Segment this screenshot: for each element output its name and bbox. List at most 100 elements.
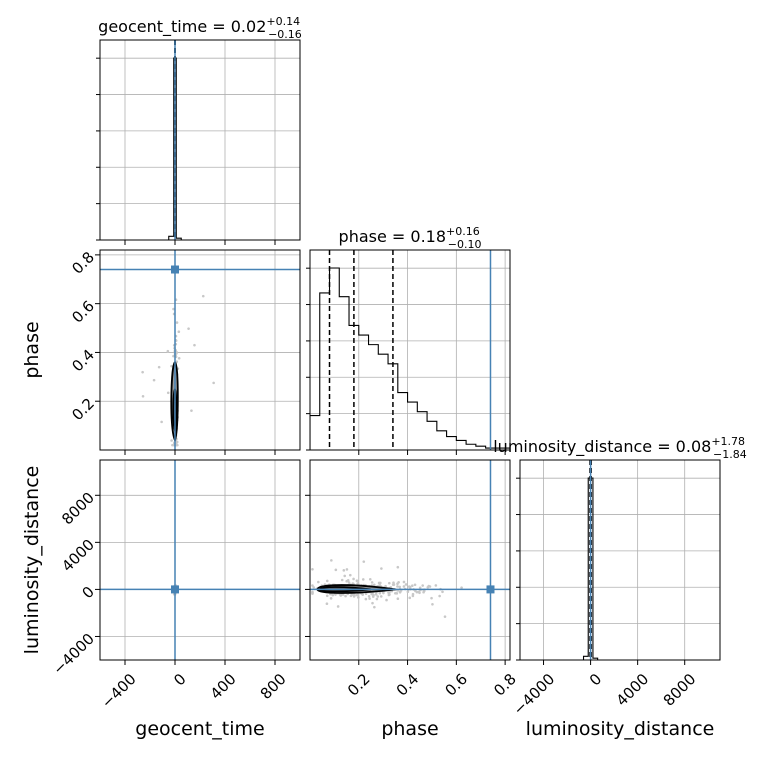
panel-luminosity_distance-vs-phase-point-164 — [345, 568, 349, 571]
panel-luminosity_distance-vs-phase-point-271 — [422, 589, 426, 593]
panel-luminosity_distance-vs-phase-point-84 — [325, 594, 329, 598]
panel-luminosity_distance-vs-phase-point-289 — [371, 595, 375, 598]
panel-luminosity_distance-vs-geocent_time-background — [100, 460, 300, 660]
panel-luminosity_distance-vs-phase-point-50 — [441, 590, 444, 594]
geocent_time-xtick-label-0: −400 — [98, 670, 140, 712]
panel-phase-vs-geocent_time-outlier-point-12 — [190, 409, 193, 412]
panel-luminosity_distance-vs-phase-point-55 — [367, 594, 371, 598]
panel-luminosity_distance-vs-phase-point-241 — [331, 593, 335, 597]
panel-luminosity_distance-vs-phase-point-116 — [364, 597, 368, 601]
luminosity_distance-xtick-label-3: 8000 — [660, 670, 700, 710]
panel-luminosity_distance-vs-phase-point-306 — [325, 579, 329, 583]
geocent_time-xtick-label-2: 400 — [207, 670, 240, 703]
panel-luminosity_distance-vs-phase-point-270 — [408, 596, 412, 600]
panel-luminosity_distance-vs-phase-point-293 — [395, 592, 399, 595]
hist-geocent_time-background — [100, 40, 300, 240]
panel-luminosity_distance-vs-phase-point-99 — [340, 578, 344, 582]
panel-luminosity_distance-vs-phase-point-96 — [402, 580, 406, 584]
panel-luminosity_distance-vs-phase-point-185 — [391, 583, 395, 586]
panel-luminosity_distance-vs-phase-point-178 — [342, 569, 346, 572]
panel-phase-vs-geocent_time-outlier-point-3 — [187, 327, 190, 330]
panel-luminosity_distance-vs-phase-background — [310, 460, 510, 660]
panel-luminosity_distance-vs-phase-point-211 — [402, 585, 406, 588]
panel-phase-vs-geocent_time-outlier-point-5 — [177, 356, 181, 360]
panel-luminosity_distance-vs-phase-point-135 — [388, 581, 391, 585]
ylabel-phase: phase — [21, 321, 43, 378]
panel-luminosity_distance-vs-phase-point-63 — [396, 565, 400, 569]
panel-luminosity_distance-vs-phase-point-138 — [334, 593, 337, 596]
luminosity_distance-xtick-label-0: −4000 — [510, 670, 559, 719]
title-luminosity_distance: luminosity_distance = 0.08+1.78 −1.84 — [493, 435, 747, 461]
panel-luminosity_distance-vs-phase-point-112 — [317, 580, 320, 584]
title-geocent_time-sub: −0.16 — [268, 28, 302, 41]
panel-luminosity_distance-vs-phase-point-166 — [374, 592, 378, 596]
panel-luminosity_distance-vs-phase-point-196 — [380, 567, 383, 570]
geocent_time-xtick-label-3: 800 — [257, 670, 290, 703]
panel-luminosity_distance-vs-phase-point-158 — [371, 601, 374, 605]
panel-luminosity_distance-vs-phase-frame — [309, 459, 511, 661]
panel-luminosity_distance-vs-phase-point-137 — [355, 579, 359, 583]
panel-phase-vs-geocent_time-point-210 — [170, 439, 173, 442]
panel-luminosity_distance-vs-phase-point-197 — [343, 574, 347, 578]
panel-luminosity_distance-vs-phase-point-108 — [382, 591, 385, 595]
panel-luminosity_distance-vs-phase-point-230 — [312, 586, 316, 589]
panel-phase-vs-geocent_time-outlier-point-6 — [141, 370, 144, 374]
panel-luminosity_distance-vs-phase: 0.2 0.4 0.6 0.8 — [305, 459, 520, 700]
title-luminosity_distance-sub: −1.84 — [713, 448, 747, 461]
panel-luminosity_distance-vs-phase-content — [310, 460, 510, 660]
ylabel-luminosity_distance: luminosity_distance — [21, 466, 43, 655]
panel-luminosity_distance-vs-phase-point-91 — [373, 583, 376, 587]
title-phase-sub: −0.10 — [448, 238, 482, 251]
panel-luminosity_distance-vs-phase-point-202 — [387, 593, 391, 597]
panel-luminosity_distance-vs-phase-point-273 — [408, 586, 412, 589]
phase-ytick-label-0: 0.2 — [68, 395, 98, 425]
phase-ytick-label-2: 0.6 — [68, 297, 98, 327]
title-phase: phase = 0.18+0.16 −0.10 — [339, 225, 482, 251]
panel-luminosity_distance-vs-phase-point-297 — [334, 568, 338, 572]
luminosity_distance-ytick-label-1: 0 — [79, 583, 98, 602]
xlabel-luminosity_distance: luminosity_distance — [526, 718, 715, 740]
panel-phase-vs-geocent_time-outlier-point-1 — [212, 381, 215, 385]
panel-luminosity_distance-vs-phase-point-206 — [361, 593, 365, 596]
panel-luminosity_distance-vs-phase-point-246 — [418, 586, 422, 590]
panel-luminosity_distance-vs-phase-point-111 — [346, 578, 350, 582]
hist-luminosity_distance-background — [520, 460, 720, 660]
luminosity_distance-xtick-label-2: 4000 — [613, 670, 653, 710]
panel-phase-vs-geocent_time-outlier-point-13 — [157, 365, 161, 369]
panel-luminosity_distance-vs-phase-point-195 — [311, 567, 314, 571]
panel-luminosity_distance-vs-phase-point-310 — [418, 591, 421, 595]
panel-luminosity_distance-vs-phase-point-170 — [392, 581, 395, 584]
panel-luminosity_distance-vs-phase-point-251 — [376, 595, 380, 598]
panel-luminosity_distance-vs-phase-point-114 — [410, 584, 414, 588]
title-phase-main: phase = 0.18 — [339, 227, 446, 246]
panel-luminosity_distance-vs-phase-point-316 — [411, 594, 415, 598]
panel-phase-vs-geocent_time-outlier-point-2 — [201, 294, 205, 298]
panel-luminosity_distance-vs-phase-point-79 — [368, 577, 372, 581]
panel-luminosity_distance-vs-phase-point-215 — [368, 597, 371, 600]
phase-xtick-label-2: 0.6 — [441, 670, 471, 700]
panel-phase-vs-geocent_time-outlier-point-0 — [177, 330, 181, 333]
panel-phase-vs-geocent_time-point-230 — [175, 440, 179, 444]
panel-phase-vs-geocent_time-outlier-point-4 — [166, 391, 170, 395]
panel-luminosity_distance-vs-phase-point-64 — [361, 578, 365, 581]
panel-luminosity_distance-vs-phase-point-200 — [336, 605, 340, 608]
panel-luminosity_distance-vs-phase-point-286 — [353, 594, 356, 597]
hist-geocent_time-frame — [99, 39, 301, 241]
panel-luminosity_distance-vs-phase-point-179 — [398, 585, 402, 589]
hist-phase-background — [310, 250, 510, 450]
panel-luminosity_distance-vs-phase-point-41 — [344, 594, 347, 598]
panel-luminosity_distance-vs-phase-point-27 — [347, 581, 351, 584]
panel-luminosity_distance-vs-phase-point-311 — [396, 582, 399, 586]
panel-phase-vs-geocent_time-content — [100, 250, 300, 450]
title-geocent_time-sup: +0.14 — [266, 15, 300, 28]
panel-phase-vs-geocent_time-point-95 — [172, 307, 175, 311]
panel-luminosity_distance-vs-phase-point-221 — [355, 593, 359, 597]
panel-luminosity_distance-vs-phase-point-229 — [311, 590, 314, 594]
hist-phase-content — [310, 250, 510, 450]
panel-luminosity_distance-vs-phase-point-263 — [379, 581, 382, 585]
title-geocent_time-main: geocent_time = 0.02 — [98, 17, 266, 37]
panel-luminosity_distance-vs-phase-point-187 — [379, 595, 383, 598]
panel-phase-vs-geocent_time-point-140 — [170, 364, 173, 368]
hist-phase-steps — [310, 267, 510, 450]
phase-xtick-label-3: 0.8 — [490, 670, 520, 700]
